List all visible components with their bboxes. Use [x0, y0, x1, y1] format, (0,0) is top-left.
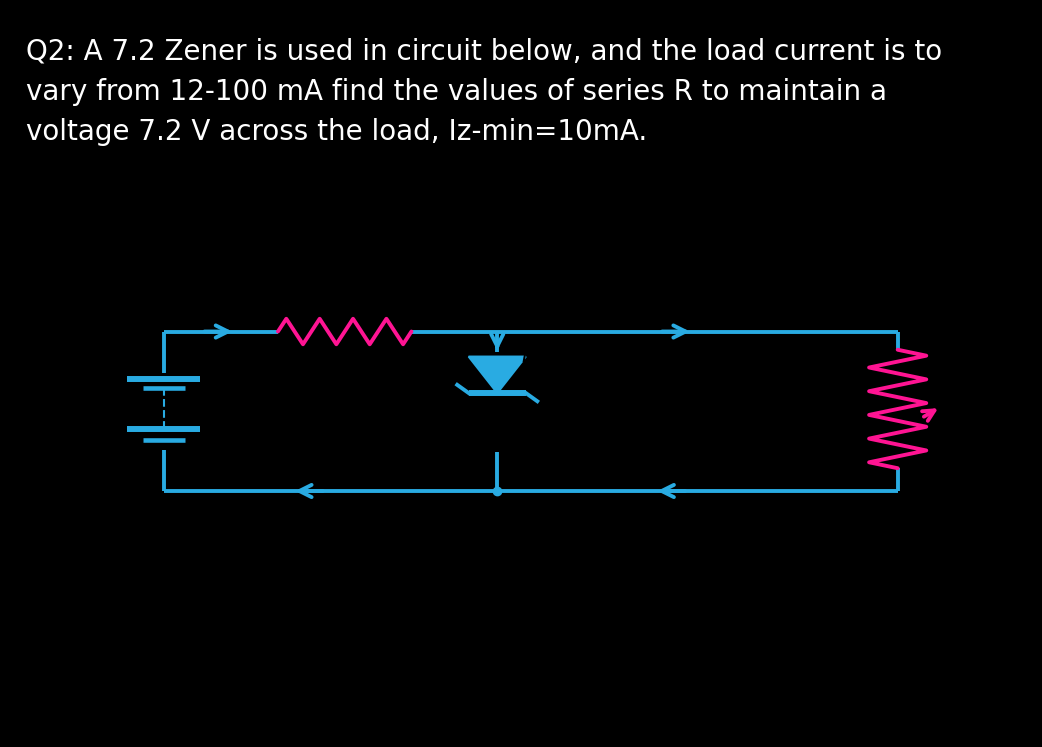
Text: $V_z$: $V_z$: [521, 370, 545, 394]
Text: $I_z$: $I_z$: [521, 345, 538, 368]
Text: $I$: $I$: [213, 297, 220, 317]
Text: Q2: A 7.2 Zener is used in circuit below, and the load current is to
vary from 1: Q2: A 7.2 Zener is used in circuit below…: [26, 37, 942, 146]
Text: $V$: $V$: [99, 399, 117, 419]
Text: $R$: $R$: [338, 297, 352, 317]
Polygon shape: [469, 356, 526, 393]
Text: $I_L$: $I_L$: [632, 294, 648, 317]
Text: $R_L$: $R_L$: [950, 397, 974, 421]
